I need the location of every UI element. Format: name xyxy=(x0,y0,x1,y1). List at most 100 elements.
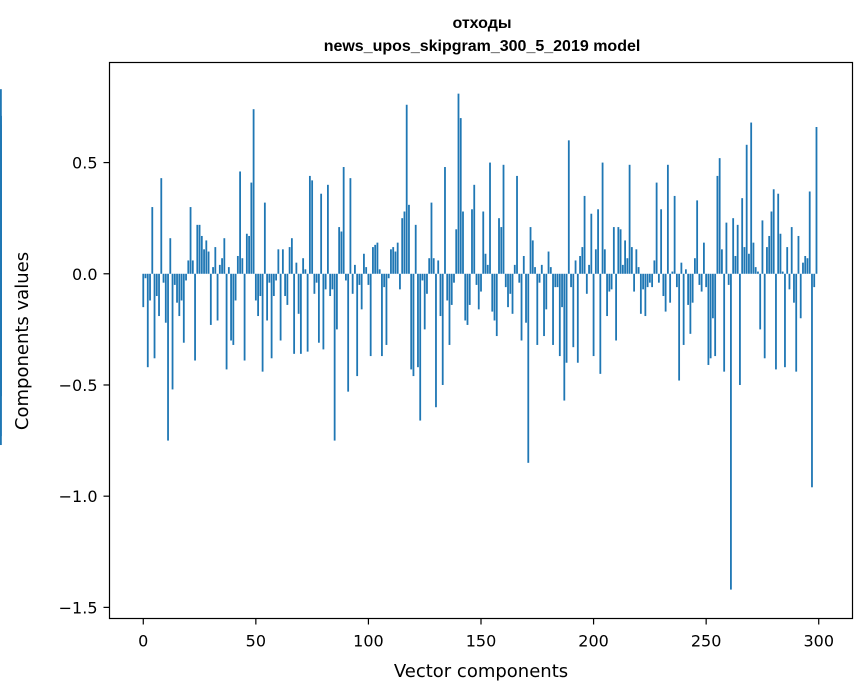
bar xyxy=(162,273,165,283)
bar xyxy=(768,235,771,274)
bar xyxy=(707,273,710,365)
bar xyxy=(777,193,780,274)
bar xyxy=(446,273,449,301)
bar xyxy=(468,273,471,305)
bar xyxy=(419,273,422,421)
bar xyxy=(531,240,534,274)
bar xyxy=(558,273,561,357)
bar xyxy=(477,273,480,310)
plot-frame xyxy=(108,61,854,620)
bar xyxy=(757,271,759,274)
bar xyxy=(775,273,777,370)
bar xyxy=(527,273,530,463)
bar xyxy=(462,211,464,274)
bar xyxy=(712,273,714,319)
bar xyxy=(806,258,809,274)
x-tick-label: 0 xyxy=(138,632,148,651)
bar xyxy=(308,175,311,274)
bar xyxy=(0,273,2,383)
bar xyxy=(700,273,703,292)
bar xyxy=(342,167,345,274)
bar xyxy=(430,202,433,274)
bar xyxy=(358,273,361,285)
bar xyxy=(653,260,656,274)
bar xyxy=(648,273,651,283)
bar xyxy=(387,273,390,279)
bar xyxy=(799,273,802,319)
bar xyxy=(522,255,525,274)
bar xyxy=(716,175,719,274)
bar xyxy=(651,273,654,288)
bar xyxy=(714,273,717,357)
bar xyxy=(212,267,214,274)
bar xyxy=(675,273,678,288)
bar xyxy=(288,247,291,274)
bar xyxy=(471,209,473,274)
bar xyxy=(338,227,341,274)
bar xyxy=(216,273,219,321)
bar xyxy=(484,253,487,274)
bar xyxy=(149,273,151,301)
bar xyxy=(725,222,728,274)
bar xyxy=(408,204,410,274)
bar xyxy=(322,273,325,350)
bar xyxy=(730,273,732,590)
bar xyxy=(633,273,635,292)
bar xyxy=(590,213,593,274)
bar xyxy=(351,273,354,294)
bar xyxy=(146,273,149,368)
bar xyxy=(619,229,622,274)
bar xyxy=(594,249,597,274)
bar xyxy=(194,273,196,361)
bar xyxy=(669,273,672,303)
bar xyxy=(536,273,539,345)
bar xyxy=(360,273,363,310)
bar xyxy=(390,249,392,274)
bar xyxy=(435,273,437,408)
bar xyxy=(205,240,208,274)
bar xyxy=(630,247,633,274)
bar xyxy=(684,269,687,274)
bar xyxy=(763,273,766,359)
bar xyxy=(599,273,602,374)
bar xyxy=(268,273,271,283)
bar xyxy=(448,273,451,345)
bar xyxy=(612,227,615,274)
bar xyxy=(739,273,741,385)
bar xyxy=(500,227,503,274)
bar xyxy=(691,273,694,303)
bar xyxy=(185,273,187,281)
bar xyxy=(369,273,372,357)
bar xyxy=(277,249,280,274)
bar xyxy=(178,273,181,317)
bar xyxy=(164,273,167,323)
bar xyxy=(493,273,496,321)
bar xyxy=(426,273,428,294)
bar xyxy=(671,271,674,274)
bar xyxy=(754,267,757,274)
bar xyxy=(437,260,440,274)
bar xyxy=(394,251,397,274)
bar xyxy=(572,273,575,348)
bar xyxy=(525,273,527,323)
bar xyxy=(236,255,239,274)
bar xyxy=(182,273,185,343)
bar xyxy=(275,273,278,281)
bar xyxy=(313,273,316,294)
bar xyxy=(657,273,660,283)
bar xyxy=(518,273,521,283)
bar xyxy=(466,273,469,325)
bar xyxy=(144,273,147,279)
bar xyxy=(259,273,262,297)
bar xyxy=(203,249,205,274)
bar xyxy=(673,195,676,274)
bar xyxy=(336,273,338,330)
chart-title: отходы xyxy=(452,15,511,32)
bar xyxy=(752,242,755,274)
bar xyxy=(815,127,818,274)
bar xyxy=(811,273,813,488)
bar xyxy=(417,273,419,368)
bar xyxy=(516,175,518,274)
bar xyxy=(705,273,708,288)
bar xyxy=(340,231,343,274)
